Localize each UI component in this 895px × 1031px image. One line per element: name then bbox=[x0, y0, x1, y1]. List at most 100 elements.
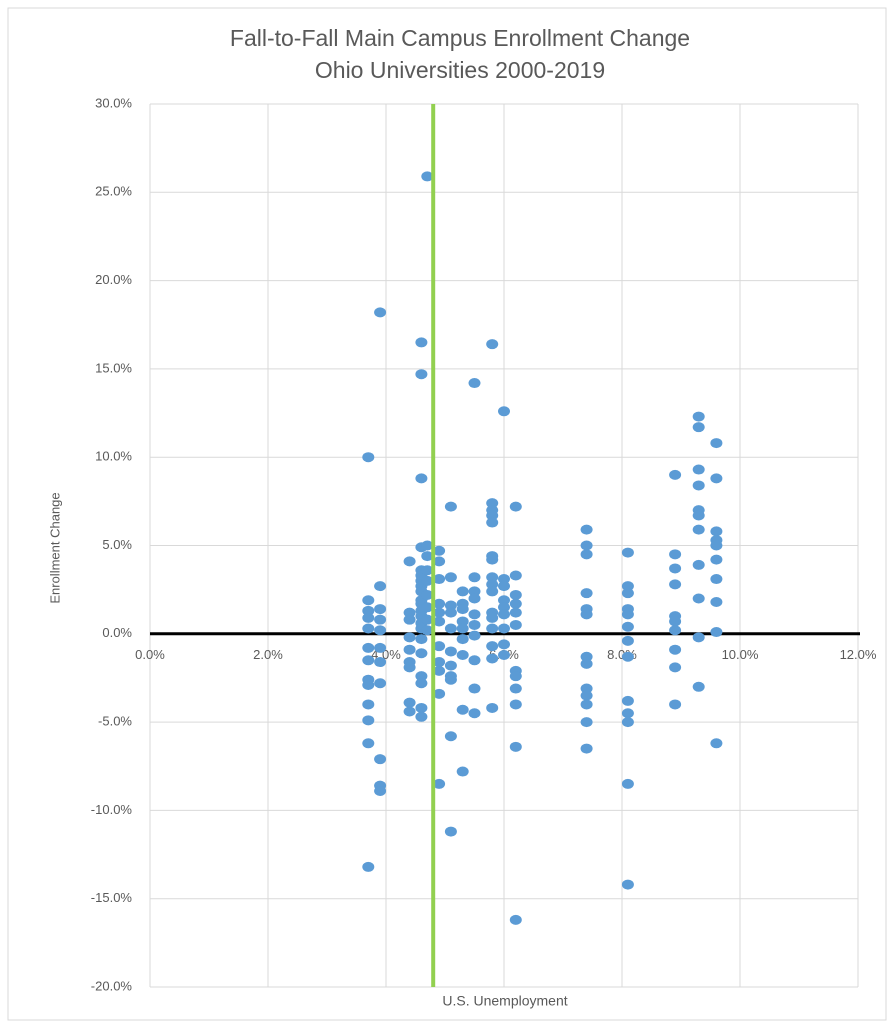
point bbox=[580, 609, 593, 620]
point bbox=[456, 604, 469, 615]
point bbox=[362, 655, 375, 666]
point bbox=[486, 612, 499, 623]
point bbox=[415, 702, 428, 713]
x-tick-label: 12.0% bbox=[840, 647, 877, 662]
point bbox=[433, 665, 446, 676]
point bbox=[621, 588, 634, 599]
point bbox=[362, 699, 375, 710]
point bbox=[433, 556, 446, 567]
point bbox=[580, 540, 593, 551]
point bbox=[421, 575, 434, 586]
point bbox=[498, 595, 510, 606]
point bbox=[421, 540, 434, 551]
point bbox=[444, 501, 457, 512]
y-tick-label: 5.0% bbox=[102, 537, 132, 552]
point bbox=[486, 498, 499, 509]
point bbox=[415, 711, 428, 722]
point bbox=[444, 600, 457, 611]
point bbox=[403, 644, 416, 655]
chart-subtitle: Ohio Universities 2000-2019 bbox=[315, 57, 605, 83]
point bbox=[444, 623, 457, 634]
point bbox=[362, 680, 375, 691]
point bbox=[692, 411, 705, 422]
point bbox=[486, 339, 499, 350]
point bbox=[403, 556, 416, 567]
x-tick-label: 0.0% bbox=[135, 647, 165, 662]
point bbox=[692, 422, 705, 433]
y-tick-label: 20.0% bbox=[95, 272, 132, 287]
point bbox=[498, 649, 510, 660]
point bbox=[621, 778, 634, 789]
point bbox=[710, 597, 723, 608]
point bbox=[374, 581, 387, 592]
point bbox=[444, 607, 457, 618]
point bbox=[710, 438, 723, 449]
point bbox=[421, 614, 434, 625]
point bbox=[374, 785, 387, 796]
point bbox=[509, 619, 522, 630]
point bbox=[421, 565, 434, 576]
point bbox=[621, 547, 634, 558]
point bbox=[403, 662, 416, 673]
point bbox=[669, 563, 682, 574]
point bbox=[509, 914, 522, 925]
point bbox=[580, 658, 593, 669]
point bbox=[580, 699, 593, 710]
y-tick-label: -5.0% bbox=[98, 714, 132, 729]
y-tick-label: -10.0% bbox=[91, 802, 133, 817]
point bbox=[692, 681, 705, 692]
point bbox=[362, 623, 375, 634]
point bbox=[498, 639, 510, 650]
point bbox=[621, 708, 634, 719]
point bbox=[433, 688, 446, 699]
point bbox=[444, 572, 457, 583]
point bbox=[509, 683, 522, 694]
point bbox=[692, 632, 705, 643]
point bbox=[362, 612, 375, 623]
point bbox=[509, 501, 522, 512]
point bbox=[580, 690, 593, 701]
point bbox=[580, 588, 593, 599]
point bbox=[621, 621, 634, 632]
x-tick-label: 2.0% bbox=[253, 647, 283, 662]
point bbox=[498, 609, 510, 620]
point bbox=[580, 524, 593, 535]
point bbox=[486, 623, 499, 634]
point bbox=[498, 602, 510, 613]
point bbox=[468, 593, 481, 604]
point bbox=[415, 671, 428, 682]
point bbox=[692, 593, 705, 604]
point bbox=[486, 572, 499, 583]
point bbox=[456, 766, 469, 777]
chart-title: Fall-to-Fall Main Campus Enrollment Chan… bbox=[230, 25, 690, 51]
point bbox=[692, 480, 705, 491]
point bbox=[362, 861, 375, 872]
point bbox=[468, 378, 481, 389]
point bbox=[621, 635, 634, 646]
point bbox=[486, 510, 499, 521]
point bbox=[509, 671, 522, 682]
point bbox=[374, 642, 387, 653]
point bbox=[362, 452, 375, 463]
y-tick-label: -20.0% bbox=[91, 978, 133, 993]
point bbox=[468, 619, 481, 630]
point bbox=[669, 469, 682, 480]
point bbox=[710, 526, 723, 537]
point bbox=[374, 614, 387, 625]
point bbox=[444, 660, 457, 671]
point bbox=[433, 545, 446, 556]
y-tick-label: -15.0% bbox=[91, 890, 133, 905]
point bbox=[669, 662, 682, 673]
point bbox=[433, 657, 446, 668]
point bbox=[456, 586, 469, 597]
point bbox=[415, 634, 428, 645]
point bbox=[362, 605, 375, 616]
point bbox=[509, 699, 522, 710]
point bbox=[444, 646, 457, 657]
point bbox=[362, 595, 375, 606]
point bbox=[669, 549, 682, 560]
point bbox=[415, 337, 428, 348]
point bbox=[621, 609, 634, 620]
point bbox=[509, 607, 522, 618]
y-axis-title: Enrollment Change bbox=[47, 492, 62, 603]
